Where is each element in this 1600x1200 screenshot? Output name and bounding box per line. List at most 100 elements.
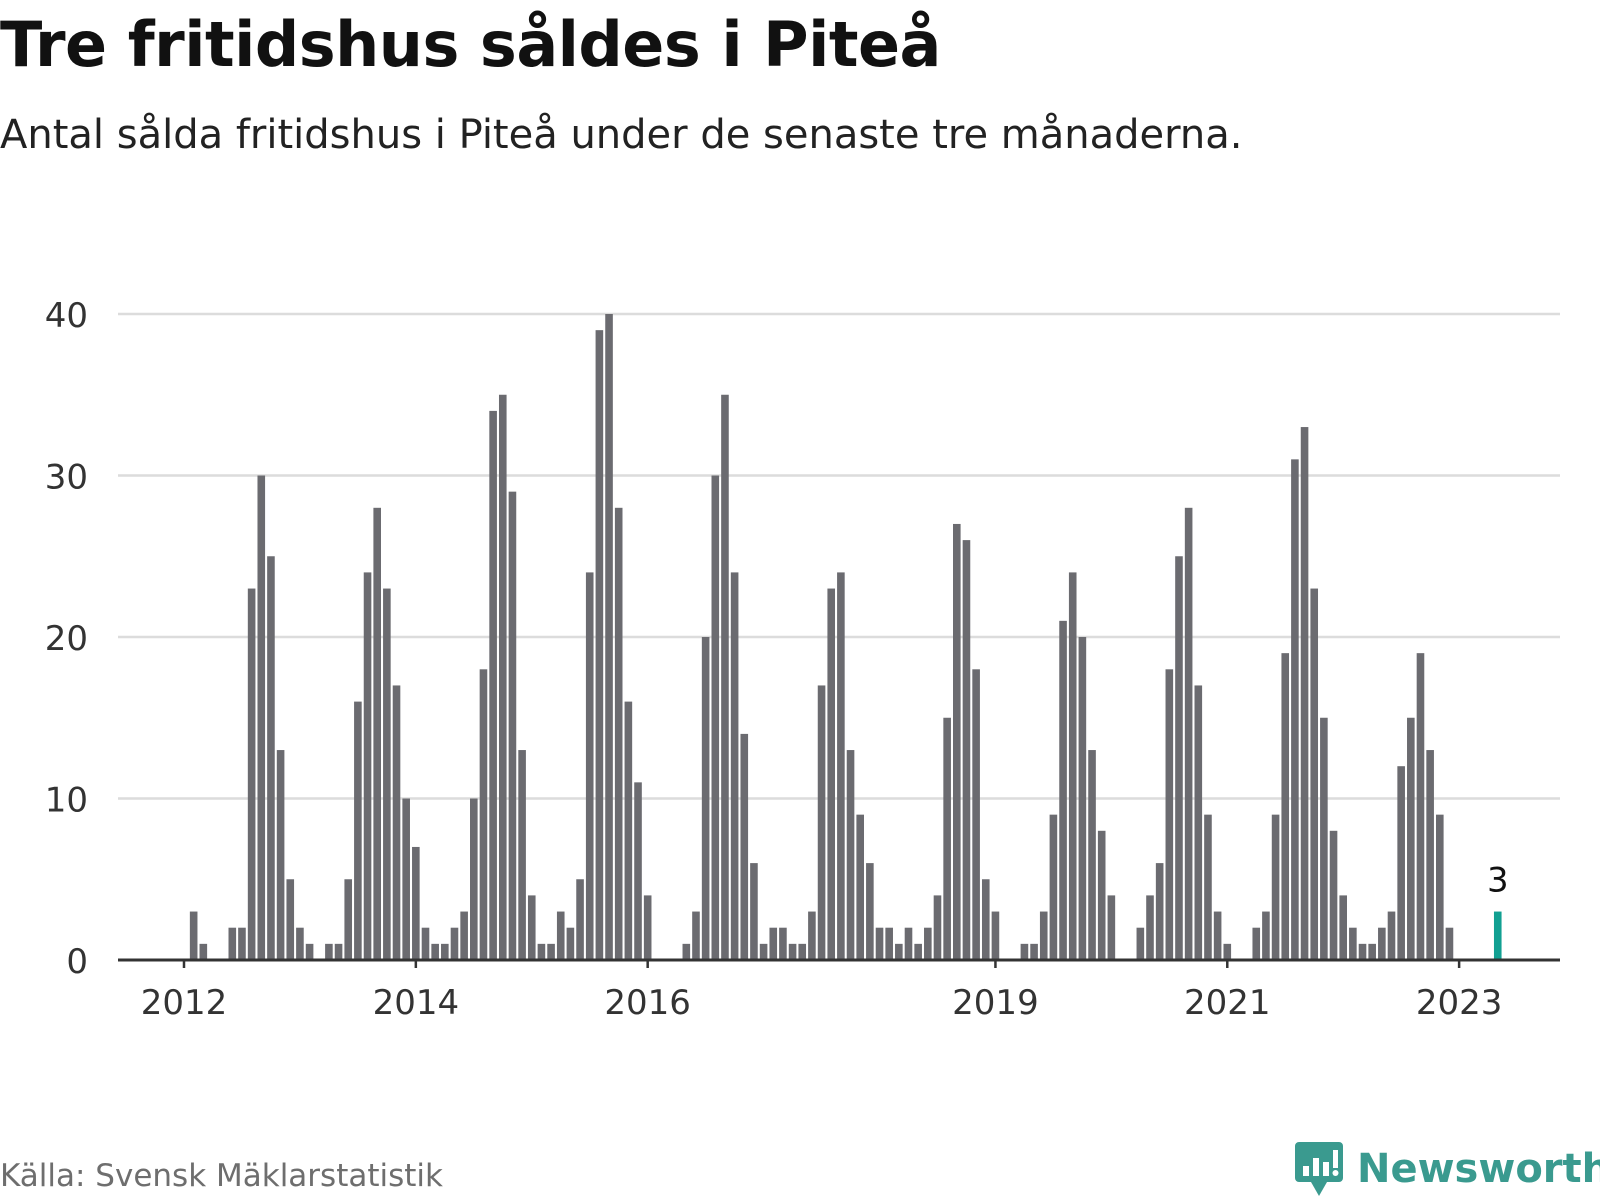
bar bbox=[1368, 943, 1376, 960]
bar bbox=[1088, 750, 1096, 960]
bar bbox=[344, 879, 353, 960]
bar bbox=[585, 572, 594, 960]
highlight-value-label: 3 bbox=[1487, 861, 1509, 901]
bar bbox=[1310, 588, 1319, 960]
bar bbox=[837, 572, 845, 960]
bar bbox=[1165, 669, 1174, 960]
bar bbox=[1358, 943, 1367, 960]
x-tick-label: 2016 bbox=[604, 983, 691, 1023]
x-tick-label: 2012 bbox=[141, 983, 228, 1023]
bar bbox=[498, 394, 507, 960]
bar bbox=[605, 314, 613, 960]
bar bbox=[228, 927, 237, 960]
bar bbox=[595, 330, 604, 960]
bar bbox=[537, 943, 546, 960]
bar bbox=[933, 895, 942, 960]
bar bbox=[846, 750, 855, 960]
bar bbox=[1436, 814, 1444, 960]
bar bbox=[1416, 653, 1425, 960]
bar bbox=[1349, 927, 1357, 960]
bar bbox=[1426, 750, 1434, 960]
bar bbox=[383, 588, 391, 960]
bar bbox=[460, 911, 468, 960]
bar bbox=[489, 410, 497, 960]
bar bbox=[1078, 637, 1087, 960]
y-tick-label: 0 bbox=[66, 942, 88, 982]
bar bbox=[1146, 895, 1154, 960]
bar bbox=[334, 943, 343, 960]
bar bbox=[189, 911, 198, 960]
bar bbox=[566, 927, 575, 960]
bar bbox=[779, 927, 787, 960]
bar bbox=[238, 927, 246, 960]
bar bbox=[1175, 556, 1183, 960]
bar bbox=[943, 717, 951, 960]
bar bbox=[817, 685, 826, 960]
bar bbox=[1387, 911, 1396, 960]
bar bbox=[325, 943, 333, 960]
bar bbox=[1407, 717, 1415, 960]
source-note: Källa: Svensk Mäklarstatistik bbox=[0, 1158, 443, 1194]
bar bbox=[286, 879, 295, 960]
bar bbox=[827, 588, 836, 960]
bar bbox=[508, 491, 517, 960]
bar bbox=[788, 943, 797, 960]
bar bbox=[1291, 459, 1299, 960]
bar bbox=[866, 863, 874, 960]
bar bbox=[730, 572, 739, 960]
bar bbox=[808, 911, 816, 960]
bar bbox=[1320, 717, 1328, 960]
bar bbox=[267, 556, 275, 960]
bar bbox=[527, 895, 536, 960]
bar bbox=[895, 943, 903, 960]
x-tick-label: 2021 bbox=[1184, 983, 1271, 1023]
bar bbox=[441, 943, 449, 960]
bar bbox=[1204, 814, 1212, 960]
bar bbox=[1155, 863, 1164, 960]
y-tick-label: 20 bbox=[45, 619, 88, 659]
bar bbox=[953, 523, 961, 960]
bar bbox=[1020, 943, 1029, 960]
bars bbox=[189, 314, 1502, 960]
bar bbox=[421, 927, 430, 960]
bar bbox=[1262, 911, 1270, 960]
bar-chart-speech-bubble-icon bbox=[1295, 1142, 1343, 1196]
x-tick-label: 2023 bbox=[1416, 983, 1503, 1023]
y-tick-label: 40 bbox=[45, 296, 88, 336]
bar bbox=[972, 669, 980, 960]
bar bbox=[1030, 943, 1038, 960]
bar bbox=[1194, 685, 1203, 960]
bar bbox=[1252, 927, 1261, 960]
bar bbox=[412, 846, 420, 960]
bar bbox=[924, 927, 932, 960]
bar bbox=[981, 879, 990, 960]
x-tick-label: 2014 bbox=[373, 983, 460, 1023]
bar bbox=[856, 814, 864, 960]
bar bbox=[1445, 927, 1454, 960]
bar bbox=[914, 943, 922, 960]
bar bbox=[1378, 927, 1386, 960]
bar bbox=[769, 927, 778, 960]
bar bbox=[1039, 911, 1048, 960]
bar bbox=[643, 895, 652, 960]
bar bbox=[1068, 572, 1077, 960]
bar bbox=[450, 927, 459, 960]
bar bbox=[392, 685, 401, 960]
bar bbox=[721, 394, 729, 960]
bar bbox=[1397, 766, 1405, 960]
bar bbox=[402, 798, 410, 960]
bar bbox=[247, 588, 256, 960]
bar bbox=[750, 863, 758, 960]
bar bbox=[1059, 620, 1067, 960]
bar bbox=[556, 911, 565, 960]
bar bbox=[875, 927, 884, 960]
bar bbox=[711, 475, 720, 960]
bar bbox=[885, 927, 893, 960]
bar bbox=[634, 782, 642, 960]
bar bbox=[1329, 830, 1338, 960]
bar bbox=[479, 669, 488, 960]
bar bbox=[431, 943, 439, 960]
bar bbox=[692, 911, 700, 960]
bar bbox=[1184, 507, 1193, 960]
